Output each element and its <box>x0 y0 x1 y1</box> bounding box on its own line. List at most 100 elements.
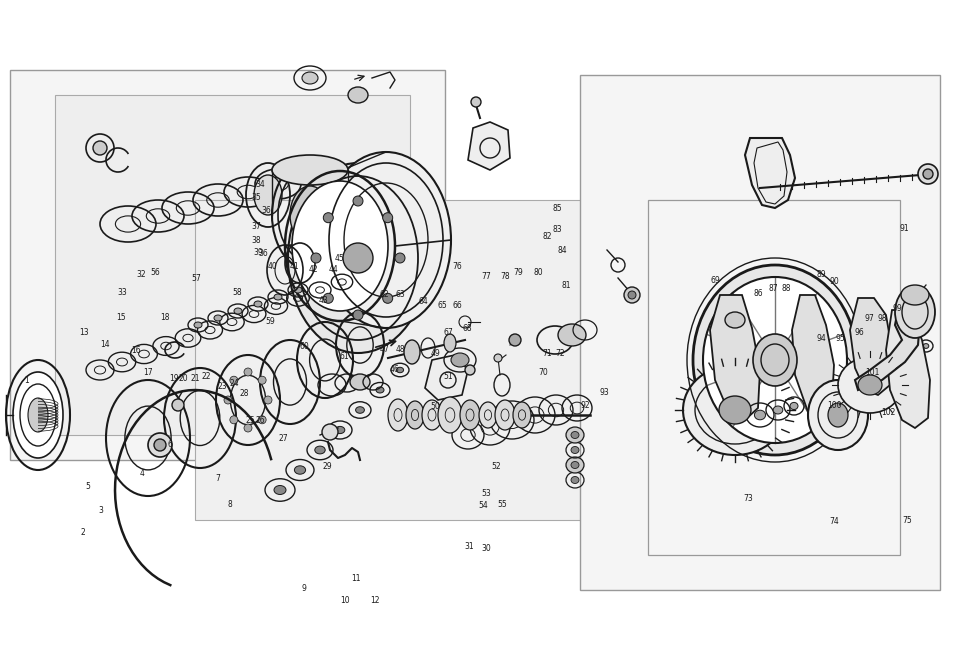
Text: 60: 60 <box>300 342 309 352</box>
Text: 4: 4 <box>139 469 145 478</box>
Ellipse shape <box>295 466 305 474</box>
Ellipse shape <box>566 457 584 473</box>
Ellipse shape <box>773 406 783 414</box>
Text: 38: 38 <box>252 235 261 245</box>
Polygon shape <box>886 310 930 428</box>
Text: 94: 94 <box>816 334 826 344</box>
Text: 83: 83 <box>552 225 562 234</box>
Text: 9: 9 <box>301 584 307 593</box>
Ellipse shape <box>335 426 345 434</box>
Text: 86: 86 <box>753 289 763 298</box>
Text: 76: 76 <box>453 262 462 271</box>
Circle shape <box>395 253 405 263</box>
Ellipse shape <box>828 403 848 427</box>
Text: 68: 68 <box>462 323 472 333</box>
Text: 16: 16 <box>131 346 141 356</box>
Circle shape <box>353 196 363 206</box>
Text: 11: 11 <box>351 574 361 584</box>
Text: 82: 82 <box>543 232 552 241</box>
Ellipse shape <box>571 446 579 454</box>
Text: 54: 54 <box>478 501 488 510</box>
Text: 70: 70 <box>539 368 548 377</box>
Circle shape <box>915 291 929 305</box>
Circle shape <box>224 396 232 404</box>
Text: 93: 93 <box>600 388 610 397</box>
Ellipse shape <box>693 265 857 455</box>
Ellipse shape <box>356 407 365 414</box>
Text: 67: 67 <box>443 327 453 337</box>
Ellipse shape <box>292 181 388 311</box>
Text: 74: 74 <box>830 517 839 526</box>
Text: 13: 13 <box>79 327 89 337</box>
Ellipse shape <box>808 380 868 450</box>
Text: 101: 101 <box>865 368 880 377</box>
Ellipse shape <box>214 315 222 321</box>
Polygon shape <box>580 75 940 590</box>
Text: 75: 75 <box>902 516 912 525</box>
Text: 98: 98 <box>878 314 887 323</box>
Text: 99: 99 <box>893 303 902 313</box>
Ellipse shape <box>438 397 462 433</box>
Text: 30: 30 <box>481 544 491 553</box>
Text: 47: 47 <box>380 345 389 354</box>
Text: 84: 84 <box>558 245 568 255</box>
Text: 15: 15 <box>116 313 125 322</box>
Circle shape <box>343 243 373 273</box>
Text: 58: 58 <box>233 287 242 297</box>
Circle shape <box>230 416 238 424</box>
Text: 91: 91 <box>900 223 909 233</box>
Ellipse shape <box>315 446 325 454</box>
Text: 89: 89 <box>816 270 826 279</box>
Text: 59: 59 <box>265 317 275 326</box>
Ellipse shape <box>495 400 515 430</box>
Ellipse shape <box>404 340 420 364</box>
Ellipse shape <box>558 324 586 346</box>
Circle shape <box>154 439 166 451</box>
Text: 28: 28 <box>239 389 249 398</box>
Text: 78: 78 <box>501 272 510 281</box>
Ellipse shape <box>902 356 909 361</box>
Polygon shape <box>425 355 468 400</box>
Text: 77: 77 <box>481 272 491 281</box>
Circle shape <box>353 310 363 320</box>
Ellipse shape <box>892 362 900 368</box>
Text: 51: 51 <box>443 372 453 382</box>
Text: 14: 14 <box>100 340 110 349</box>
Ellipse shape <box>479 402 497 428</box>
Text: 43: 43 <box>319 295 328 305</box>
Ellipse shape <box>878 368 886 376</box>
Text: 42: 42 <box>309 265 319 274</box>
Polygon shape <box>195 200 600 520</box>
Ellipse shape <box>683 365 787 455</box>
Text: 49: 49 <box>431 349 440 358</box>
Circle shape <box>244 424 252 432</box>
Circle shape <box>323 293 333 303</box>
Ellipse shape <box>754 410 766 420</box>
Text: 26: 26 <box>256 416 265 425</box>
Circle shape <box>258 416 266 424</box>
Ellipse shape <box>444 334 456 352</box>
Text: 19: 19 <box>169 374 179 384</box>
Text: 57: 57 <box>191 274 201 283</box>
Circle shape <box>918 164 938 184</box>
Circle shape <box>465 365 475 375</box>
Text: 80: 80 <box>533 267 543 277</box>
Ellipse shape <box>234 308 242 314</box>
Text: 7: 7 <box>215 474 221 484</box>
Circle shape <box>230 376 238 384</box>
Text: 2: 2 <box>81 528 85 537</box>
Circle shape <box>383 213 392 223</box>
Text: 55: 55 <box>498 500 507 509</box>
Text: 27: 27 <box>278 434 288 444</box>
Text: 40: 40 <box>268 262 278 271</box>
Text: 41: 41 <box>290 262 300 271</box>
Ellipse shape <box>571 476 579 484</box>
Ellipse shape <box>376 387 384 393</box>
Text: 18: 18 <box>160 313 169 322</box>
Text: 6: 6 <box>167 440 173 449</box>
Text: 1: 1 <box>25 376 29 385</box>
Text: 12: 12 <box>370 596 380 605</box>
Text: 92: 92 <box>581 401 590 410</box>
Text: 45: 45 <box>335 254 345 263</box>
Text: 24: 24 <box>230 379 239 388</box>
